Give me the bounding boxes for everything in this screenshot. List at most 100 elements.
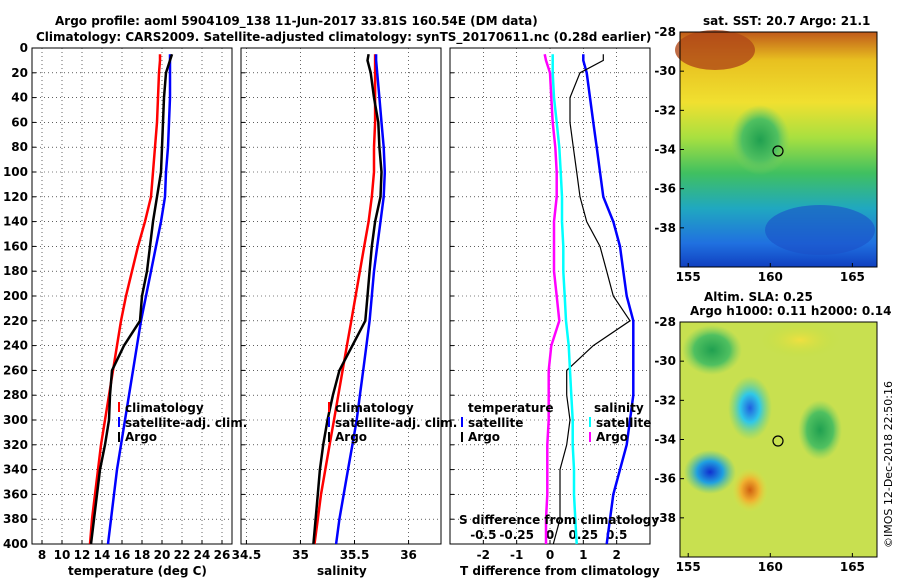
sst-cold-patch	[765, 205, 875, 255]
depth-tick-label: 340	[3, 463, 28, 477]
x-tick-label: 24	[194, 548, 211, 562]
x-tick-label: 22	[174, 548, 191, 562]
x-tick-label: 18	[134, 548, 151, 562]
depth-tick-label: 320	[3, 438, 28, 452]
depth-tick-label: 280	[3, 388, 28, 402]
difference-legend: temperature satellite Argo salinity sate…	[461, 401, 651, 444]
title-line-1: Argo profile: aoml 5904109_138 11-Jun-20…	[55, 14, 538, 29]
x-tick-label: -1	[510, 548, 523, 562]
temperature-xlabel: temperature (deg C)	[68, 564, 207, 578]
difference-x-axis: -2 -1 0 1 2	[477, 540, 621, 562]
legend-climatology: climatology	[335, 401, 414, 415]
depth-axis: 0 20 40 60 80 100 120 140 160 180 200 220 240 260 280 3…	[3, 41, 28, 551]
sla-green-eddy-2	[798, 400, 842, 460]
salinity-legend: climatology satellite-adj. clim. Argo	[328, 401, 457, 444]
difference-grid	[450, 47, 650, 545]
legend-climatology: climatology	[125, 401, 204, 415]
sla-orange-eddy	[732, 468, 768, 512]
legend-temperature: temperature	[468, 401, 553, 415]
legend-s-argo: Argo	[596, 430, 628, 444]
x-tick-label: 36	[400, 548, 417, 562]
difference-series	[543, 53, 635, 545]
x-tick-label: 0	[546, 548, 554, 562]
title-line-2: Climatology: CARS2009. Satellite-adjuste…	[36, 30, 651, 45]
depth-tick-label: 380	[3, 512, 28, 526]
depth-tick-label: 360	[3, 487, 28, 501]
depth-tick-label: 0	[20, 41, 28, 55]
x-tick-label: 2	[612, 548, 620, 562]
map-y-tick-label: -36	[654, 182, 676, 196]
legend-satellite-adj: satellite-adj. clim.	[335, 416, 457, 430]
map-x-tick-label: 155	[676, 560, 701, 574]
series-climatology	[88, 54, 162, 545]
x-tick-label: 35.5	[340, 548, 370, 562]
map-y-tick-label: -34	[654, 433, 676, 447]
x-tick-label: 14	[94, 548, 111, 562]
depth-tick-label: 400	[3, 537, 28, 551]
salinity-grid	[241, 47, 441, 545]
sla-cyan-eddy	[728, 376, 772, 440]
series-salinity-argo	[543, 53, 561, 544]
sla-blue-eddy	[684, 450, 736, 494]
temperature-series	[88, 53, 174, 545]
sla-yellow-patch	[760, 322, 840, 358]
sla-green-eddy	[682, 325, 742, 375]
depth-tick-label: 180	[3, 264, 28, 278]
depth-tick-label: 100	[3, 165, 28, 179]
map-y-tick-label: -38	[654, 511, 676, 525]
legend-t-satellite: satellite	[468, 416, 523, 430]
sst-map	[675, 30, 878, 268]
salinity-x-axis: 34.5 35 35.5 36	[232, 540, 417, 562]
temperature-legend: climatology satellite-adj. clim. Argo	[118, 401, 247, 444]
depth-tick-label: 120	[3, 190, 28, 204]
sst-warm-patch	[675, 30, 755, 70]
temperature-x-axis: 8 10 12 14 16 18 20 22 24 26	[38, 540, 231, 562]
sla-argo-marker	[772, 435, 784, 447]
s-diff-tick-label: -0.5	[470, 528, 496, 542]
salinity-xlabel: salinity	[317, 564, 367, 578]
legend-t-argo: Argo	[468, 430, 500, 444]
sla-map-subtitle: Argo h1000: 0.11 h2000: 0.14	[690, 304, 891, 318]
map-y-tick-label: -30	[654, 64, 676, 78]
series-argo	[312, 53, 383, 545]
temperature-grid	[32, 47, 232, 545]
map-x-tick-label: 165	[840, 270, 865, 284]
legend-s-satellite: satellite	[596, 416, 651, 430]
depth-tick-label: 160	[3, 239, 28, 253]
series-argo	[89, 53, 174, 545]
depth-tick-label: 260	[3, 363, 28, 377]
depth-tick-label: 200	[3, 289, 28, 303]
legend-salinity: salinity	[594, 401, 644, 415]
s-diff-tick-label: -0.25	[499, 528, 534, 542]
s-difference-label: S difference from climatology	[459, 513, 659, 527]
series-salinity-satellite	[551, 54, 578, 545]
salinity-difference-x-axis: -0.5 -0.25 0 0.25 0.5	[470, 528, 627, 542]
x-tick-label: 16	[114, 548, 131, 562]
depth-tick-label: 220	[3, 314, 28, 328]
map-x-tick-label: 160	[758, 270, 783, 284]
depth-tick-label: 60	[11, 115, 28, 129]
map-y-tick-label: -36	[654, 472, 676, 486]
depth-tick-label: 300	[3, 413, 28, 427]
depth-tick-label: 140	[3, 215, 28, 229]
sla-map-axes: 155 160 165 -28 -30 -32 -34 -36 -38	[654, 315, 865, 574]
x-tick-label: 8	[38, 548, 46, 562]
map-y-tick-label: -38	[654, 221, 676, 235]
series-satellite-adj-clim-	[106, 54, 172, 545]
x-tick-label: 1	[579, 548, 587, 562]
s-diff-tick-label: 0.25	[569, 528, 599, 542]
legend-argo: Argo	[335, 430, 367, 444]
depth-tick-label: 40	[11, 91, 28, 105]
legend-satellite-adj: satellite-adj. clim.	[125, 416, 247, 430]
x-tick-label: 35	[292, 548, 309, 562]
x-tick-label: -2	[477, 548, 490, 562]
salinity-series	[312, 53, 387, 545]
s-diff-tick-label: 0	[546, 528, 554, 542]
map-x-tick-label: 160	[758, 560, 783, 574]
map-x-tick-label: 155	[676, 270, 701, 284]
map-y-tick-label: -32	[654, 103, 676, 117]
depth-tick-label: 240	[3, 339, 28, 353]
map-y-tick-label: -34	[654, 143, 676, 157]
x-tick-label: 26	[214, 548, 231, 562]
map-y-tick-label: -28	[654, 25, 676, 39]
